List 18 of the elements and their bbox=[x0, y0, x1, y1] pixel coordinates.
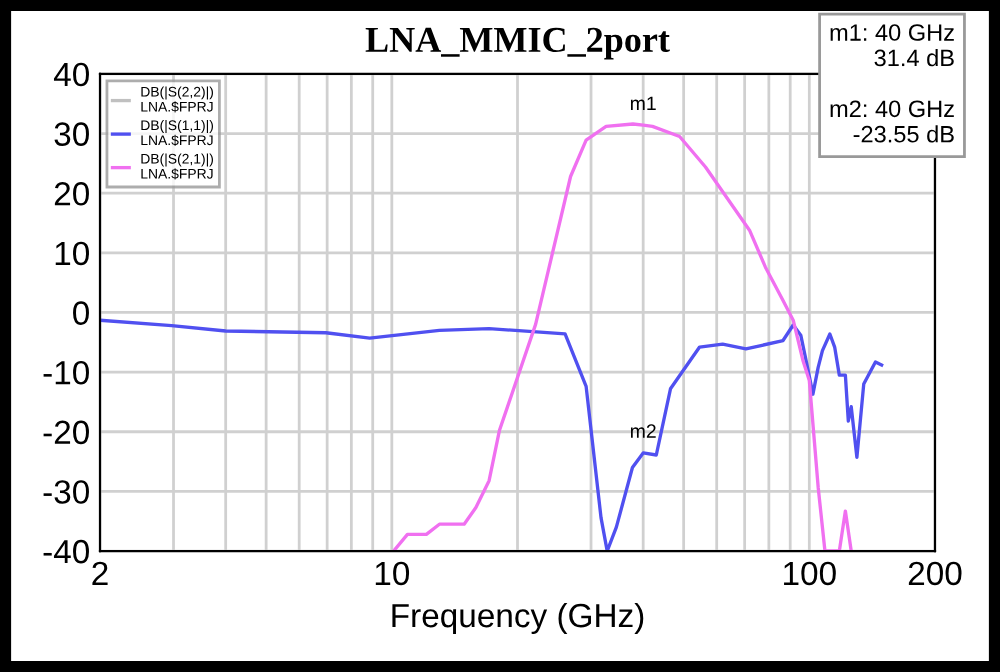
x-axis-title: Frequency (GHz) bbox=[392, 602, 644, 635]
annotation: m1 bbox=[630, 96, 656, 111]
text: m1: 40 GHz 31.4 dB m2: 40 GHz -23.55 dB bbox=[830, 24, 954, 143]
y-tick-label: 0 bbox=[73, 301, 89, 325]
x-tick-label: 100 bbox=[784, 561, 836, 586]
y-tick-label: 40 bbox=[53, 62, 89, 87]
y-tick-label: -10 bbox=[43, 360, 89, 385]
annotation: m2 bbox=[630, 424, 656, 438]
y-tick-label: -40 bbox=[43, 539, 89, 564]
y-tick-label: 10 bbox=[55, 241, 89, 266]
y-tick-label: -20 bbox=[43, 420, 89, 445]
x-tick-label: 200 bbox=[908, 561, 962, 586]
x-tick-label: 10 bbox=[375, 561, 410, 586]
x-tick-label: 2 bbox=[92, 561, 108, 585]
y-tick-label: -30 bbox=[43, 480, 89, 504]
y-tick-label: 20 bbox=[54, 182, 89, 206]
y-tick-label: 30 bbox=[54, 122, 89, 146]
chart-title: LNA_MMIC_2port bbox=[365, 27, 670, 60]
